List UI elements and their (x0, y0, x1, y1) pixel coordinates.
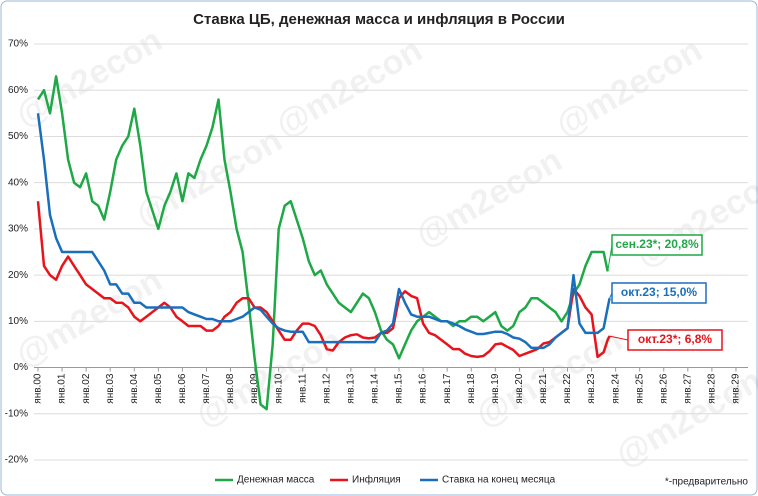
y-tick-label: 20% (8, 270, 28, 281)
y-tick-label: -20% (5, 455, 28, 466)
chart-title: Ставка ЦБ, денежная масса и инфляция в Р… (193, 11, 565, 28)
x-tick-label: янв.10 (273, 373, 284, 404)
series-line (36, 201, 611, 359)
x-tick-label: янв.00 (33, 373, 44, 404)
x-tick-label: янв.15 (394, 373, 405, 404)
x-tick-label: янв.16 (418, 373, 429, 404)
x-tick-label: янв.18 (466, 373, 477, 404)
annotation-leader (609, 335, 629, 341)
x-tick-label: янв.12 (321, 373, 332, 404)
x-tick-label: янв.26 (658, 373, 669, 404)
x-tick-label: янв.04 (129, 373, 140, 404)
x-tick-label: янв.08 (225, 373, 236, 404)
y-tick-label: -10% (5, 408, 28, 419)
annotation: окт.23; 15,0% (621, 285, 698, 299)
series-line (36, 113, 611, 350)
x-tick-label: янв.22 (562, 373, 573, 404)
x-tick-label: янв.06 (177, 373, 188, 404)
x-tick-label: янв.17 (442, 373, 453, 404)
annotation: окт.23*; 6,8% (638, 332, 713, 346)
y-tick-label: 50% (8, 131, 28, 142)
y-tick-label: 70% (8, 39, 28, 50)
x-tick-label: янв.02 (81, 373, 92, 404)
x-tick-label: янв.25 (634, 373, 645, 404)
annotation-box (611, 234, 703, 256)
y-tick-label: 60% (8, 85, 28, 96)
x-tick-label: янв.09 (249, 373, 260, 404)
y-tick-label: 10% (8, 316, 28, 327)
x-tick-label: янв.21 (538, 373, 549, 404)
x-tick-label: янв.14 (370, 373, 381, 404)
series-line (36, 75, 609, 411)
footnote: *-предварительно (665, 477, 749, 488)
x-tick-label: янв.11 (297, 373, 308, 403)
x-tick-label: янв.24 (610, 373, 621, 404)
x-tick-label: янв.19 (490, 373, 501, 404)
x-tick-label: янв.20 (514, 373, 525, 404)
annotation-box (627, 329, 723, 351)
legend-label: Ставка на конец месяца (442, 475, 556, 486)
annotation: сен.23*; 20,8% (615, 237, 699, 251)
legend-label: Инфляция (352, 474, 401, 486)
x-tick-label: янв.05 (153, 373, 164, 404)
x-tick-label: янв.13 (346, 373, 357, 404)
x-tick-label: янв.27 (682, 373, 693, 404)
x-tick-label: янв.28 (707, 373, 718, 404)
x-tick-label: янв.03 (105, 373, 116, 404)
x-tick-label: янв.29 (731, 373, 742, 404)
annotation-box (611, 282, 707, 304)
y-tick-label: 30% (8, 224, 28, 235)
x-tick-label: янв.23 (586, 373, 597, 404)
x-tick-label: янв.01 (57, 373, 68, 404)
legend-label: Денежная масса (237, 475, 315, 486)
x-tick-label: янв.07 (201, 373, 212, 404)
y-tick-label: 0% (14, 362, 29, 373)
y-tick-label: 40% (8, 177, 28, 188)
